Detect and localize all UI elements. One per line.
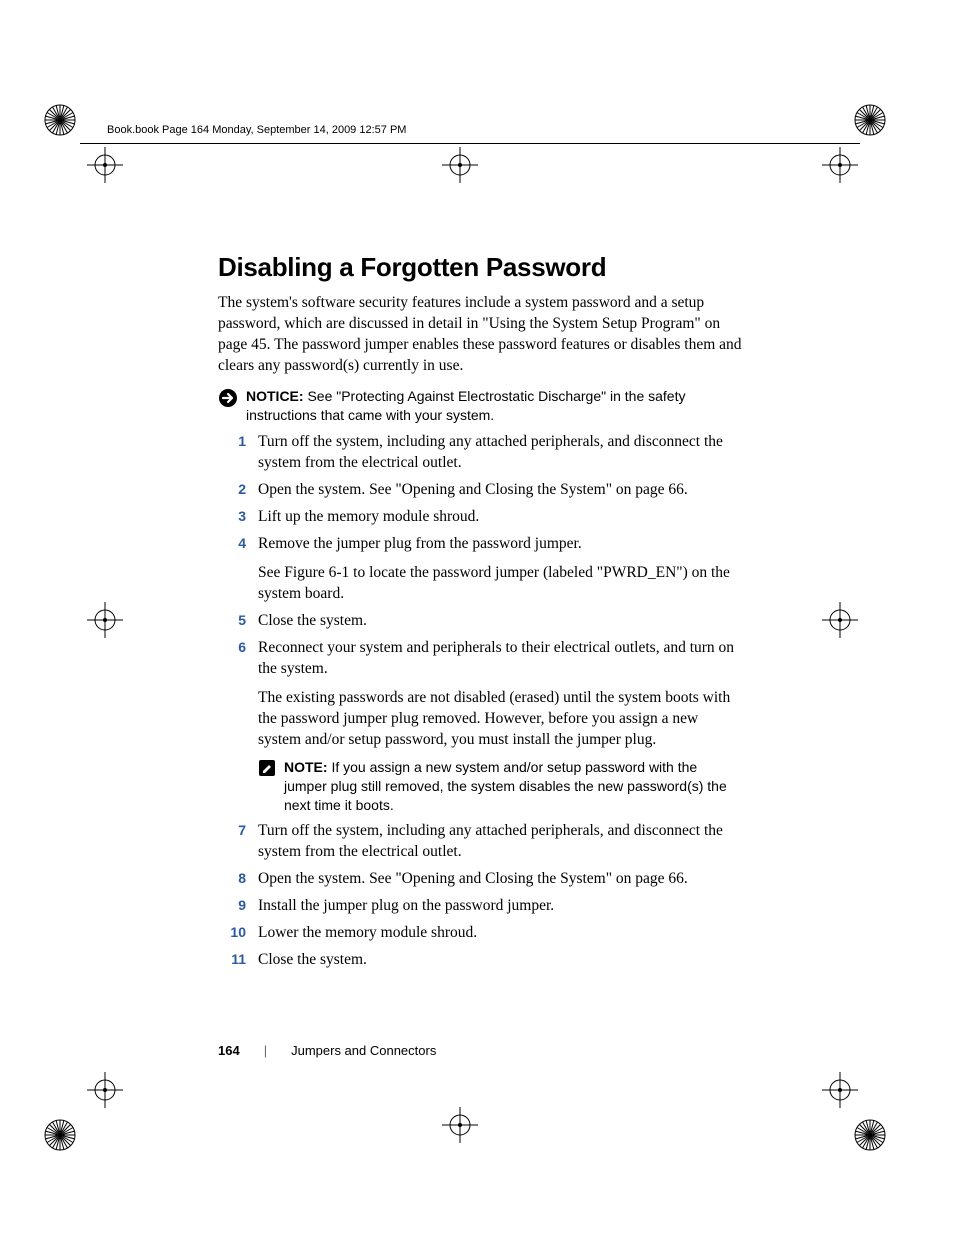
step-body: Lift up the memory module shroud. (258, 507, 743, 528)
step-item: 5 Close the system. (218, 611, 743, 632)
starburst-mark-icon (42, 1117, 78, 1153)
footer-section: Jumpers and Connectors (291, 1043, 436, 1058)
step-item: 10 Lower the memory module shroud. (218, 923, 743, 944)
header-source-line: Book.book Page 164 Monday, September 14,… (107, 124, 406, 136)
starburst-mark-icon (852, 1117, 888, 1153)
step-number: 8 (218, 870, 246, 886)
step-body: Close the system. (258, 950, 743, 971)
step-number: 3 (218, 508, 246, 524)
step-paragraph: Open the system. See "Opening and Closin… (258, 869, 743, 890)
step-paragraph: See Figure 6-1 to locate the password ju… (258, 563, 743, 605)
step-number: 7 (218, 822, 246, 838)
note-body: If you assign a new system and/or setup … (284, 759, 727, 813)
footer-divider: | (264, 1043, 267, 1058)
step-number: 5 (218, 612, 246, 628)
step-number: 1 (218, 433, 246, 449)
page-footer: 164 | Jumpers and Connectors (218, 1043, 436, 1058)
step-body: Open the system. See "Opening and Closin… (258, 869, 743, 890)
step-body: Install the jumper plug on the password … (258, 896, 743, 917)
step-paragraph: The existing passwords are not disabled … (258, 688, 743, 751)
step-body: Lower the memory module shroud. (258, 923, 743, 944)
crosshair-mark-icon (442, 147, 478, 183)
starburst-mark-icon (852, 102, 888, 138)
step-body: Remove the jumper plug from the password… (258, 534, 743, 605)
step-paragraph: Reconnect your system and peripherals to… (258, 638, 743, 680)
step-item: 1 Turn off the system, including any atta… (218, 432, 743, 474)
step-paragraph: Install the jumper plug on the password … (258, 896, 743, 917)
header-rule (80, 143, 860, 144)
crosshair-mark-icon (87, 602, 123, 638)
step-body: Reconnect your system and peripherals to… (258, 638, 743, 815)
step-paragraph: Remove the jumper plug from the password… (258, 534, 743, 555)
page-heading: Disabling a Forgotten Password (218, 252, 743, 283)
step-body: Open the system. See "Opening and Closin… (258, 480, 743, 501)
step-paragraph: Lift up the memory module shroud. (258, 507, 743, 528)
step-paragraph: Open the system. See "Opening and Closin… (258, 480, 743, 501)
step-number: 2 (218, 481, 246, 497)
step-paragraph: Turn off the system, including any attac… (258, 432, 743, 474)
content-area: Disabling a Forgotten Password The syste… (218, 252, 743, 977)
crosshair-mark-icon (442, 1107, 478, 1143)
step-item: 9 Install the jumper plug on the password… (218, 896, 743, 917)
step-item: 4 Remove the jumper plug from the passwor… (218, 534, 743, 605)
step-item: 8 Open the system. See "Opening and Closi… (218, 869, 743, 890)
step-number: 9 (218, 897, 246, 913)
step-body: Close the system. (258, 611, 743, 632)
step-item: 6 Reconnect your system and peripherals t… (218, 638, 743, 815)
notice-arrow-icon (218, 388, 238, 413)
step-paragraph: Lower the memory module shroud. (258, 923, 743, 944)
crosshair-mark-icon (87, 1072, 123, 1108)
step-number: 10 (218, 924, 246, 940)
notice-block: NOTICE: See "Protecting Against Electros… (218, 387, 743, 425)
notice-body: See "Protecting Against Electrostatic Di… (246, 388, 685, 423)
crosshair-mark-icon (822, 602, 858, 638)
step-item: 11 Close the system. (218, 950, 743, 971)
note-pencil-icon (258, 759, 276, 784)
steps-list: 1 Turn off the system, including any atta… (218, 432, 743, 970)
step-body: Turn off the system, including any attac… (258, 821, 743, 863)
notice-label: NOTICE: (246, 388, 304, 404)
crosshair-mark-icon (822, 1072, 858, 1108)
note-label: NOTE: (284, 759, 328, 775)
step-number: 6 (218, 639, 246, 655)
step-item: 2 Open the system. See "Opening and Closi… (218, 480, 743, 501)
step-number: 11 (218, 951, 246, 967)
intro-paragraph: The system's software security features … (218, 293, 743, 377)
step-item: 3 Lift up the memory module shroud. (218, 507, 743, 528)
step-body: Turn off the system, including any attac… (258, 432, 743, 474)
page: Book.book Page 164 Monday, September 14,… (0, 0, 954, 1235)
note-block: NOTE: If you assign a new system and/or … (258, 758, 743, 815)
crosshair-mark-icon (822, 147, 858, 183)
crosshair-mark-icon (87, 147, 123, 183)
step-item: 7 Turn off the system, including any atta… (218, 821, 743, 863)
starburst-mark-icon (42, 102, 78, 138)
step-paragraph: Close the system. (258, 950, 743, 971)
step-paragraph: Close the system. (258, 611, 743, 632)
page-number: 164 (218, 1043, 240, 1058)
step-paragraph: Turn off the system, including any attac… (258, 821, 743, 863)
note-text: NOTE: If you assign a new system and/or … (284, 758, 743, 815)
notice-text: NOTICE: See "Protecting Against Electros… (246, 387, 743, 425)
step-number: 4 (218, 535, 246, 551)
